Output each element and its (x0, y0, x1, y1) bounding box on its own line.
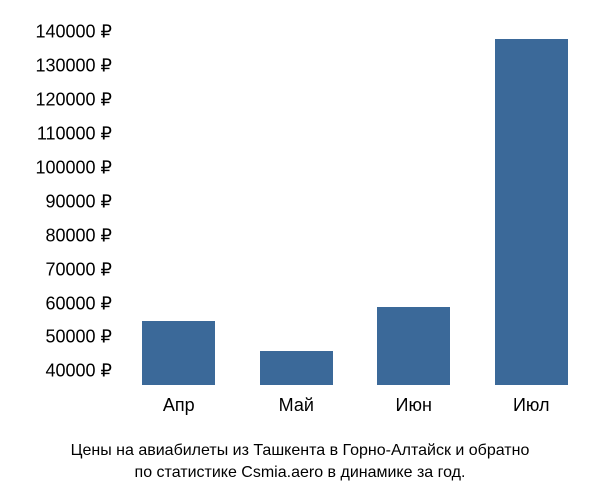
price-chart: 40000 ₽ 50000 ₽ 60000 ₽ 70000 ₽ 80000 ₽ 90000… (0, 0, 600, 500)
bar (142, 321, 215, 385)
x-tick-label: Июн (396, 385, 432, 416)
y-tick-label: 140000 ₽ (35, 21, 120, 42)
x-tick-label: Июл (513, 385, 550, 416)
y-tick-label: 100000 ₽ (35, 157, 120, 178)
x-tick-label: Май (279, 385, 314, 416)
y-tick-label: 80000 ₽ (45, 225, 120, 246)
bar (495, 39, 568, 385)
plot-area: 40000 ₽50000 ₽60000 ₽70000 ₽80000 ₽90000… (120, 15, 590, 385)
caption-line: Цены на авиабилеты из Ташкента в Горно-А… (71, 442, 530, 459)
y-tick-label: 110000 ₽ (37, 123, 120, 144)
y-tick-label: 50000 ₽ (45, 327, 120, 348)
y-tick-label: 120000 ₽ (35, 89, 120, 110)
y-tick-label: 90000 ₽ (45, 191, 120, 212)
chart-caption: Цены на авиабилеты из Ташкента в Горно-А… (0, 440, 600, 485)
y-tick-label: 130000 ₽ (35, 55, 120, 76)
y-tick-label: 60000 ₽ (45, 293, 120, 314)
y-tick-label: 40000 ₽ (45, 361, 120, 382)
x-tick-label: Апр (163, 385, 195, 416)
y-tick-label: 70000 ₽ (45, 259, 120, 280)
bar (260, 351, 333, 385)
bar (377, 307, 450, 385)
caption-line: по статистике Csmia.aero в динамике за г… (135, 464, 466, 481)
